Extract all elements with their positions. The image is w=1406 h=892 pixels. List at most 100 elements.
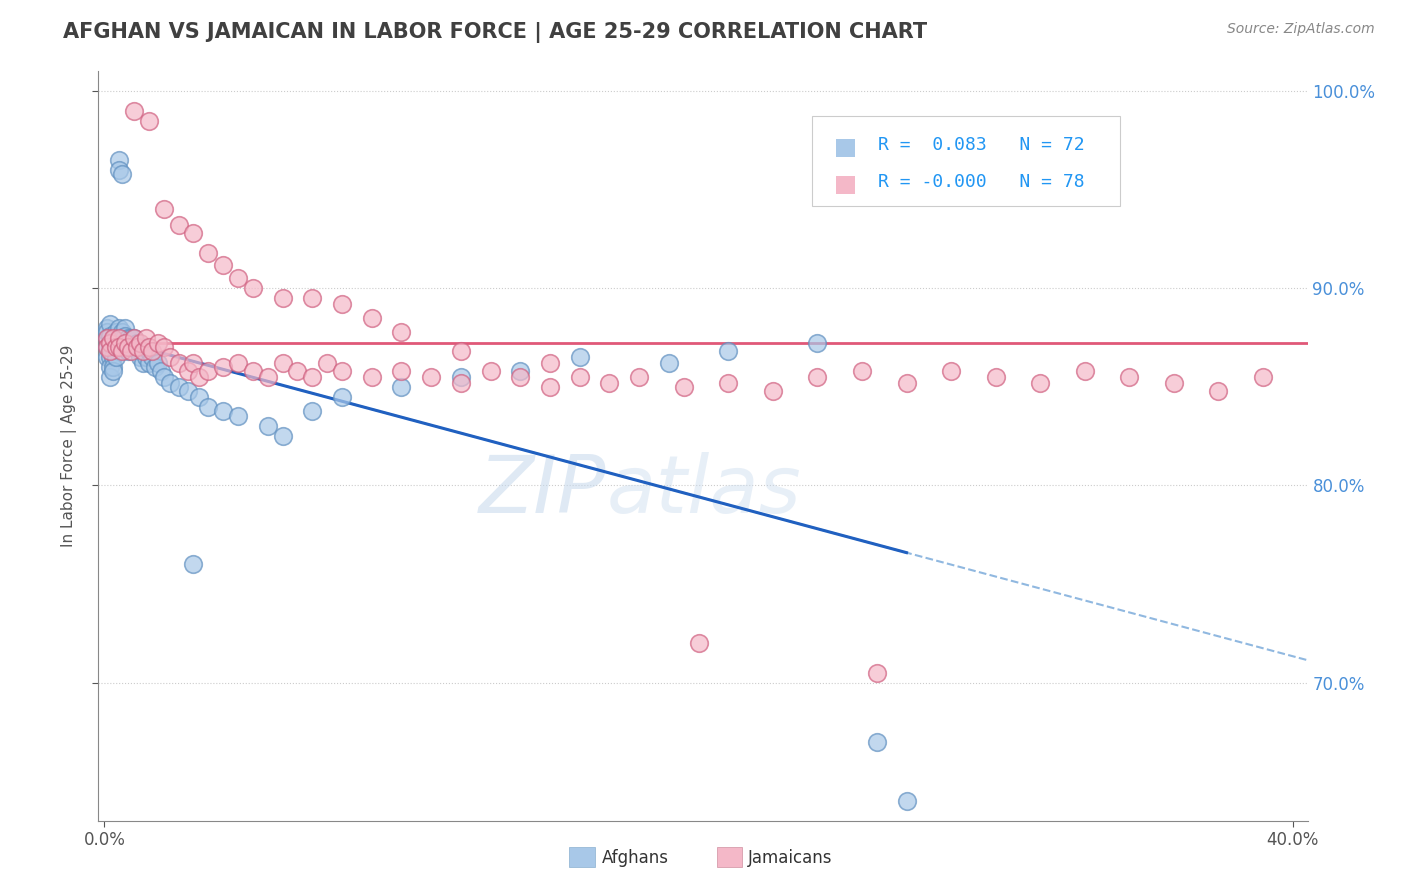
Point [152, 370, 174, 384]
Point [538, 356, 561, 370]
Point [188, 370, 211, 384]
Point [242, 281, 264, 295]
Point [762, 384, 785, 398]
Point [188, 390, 211, 404]
Point [896, 376, 918, 390]
Point [256, 370, 278, 384]
Point [98, 340, 121, 354]
Point [98, 370, 121, 384]
Point [146, 336, 169, 351]
Point [103, 330, 125, 344]
Point [330, 390, 353, 404]
Point [98, 360, 121, 375]
Point [271, 429, 294, 443]
Point [135, 330, 157, 344]
Point [152, 340, 174, 354]
Point [212, 360, 235, 375]
Point [984, 370, 1007, 384]
Point [658, 356, 681, 370]
Point [129, 336, 152, 351]
Point [568, 351, 591, 365]
Point [117, 340, 139, 354]
Point [479, 364, 502, 378]
Point [111, 167, 134, 181]
Point [717, 376, 740, 390]
Point [851, 364, 873, 378]
Point [108, 330, 131, 344]
Point [146, 356, 169, 370]
Text: R = -0.000   N = 78: R = -0.000 N = 78 [879, 173, 1085, 191]
Point [167, 356, 190, 370]
Point [197, 364, 219, 378]
Point [122, 103, 145, 118]
Point [103, 340, 125, 354]
Point [141, 344, 163, 359]
Point [105, 330, 128, 344]
Point [120, 340, 142, 354]
Point [132, 356, 155, 370]
Point [105, 351, 128, 365]
Point [197, 245, 219, 260]
Point [242, 364, 264, 378]
Point [108, 330, 131, 344]
Point [450, 344, 472, 359]
Text: AFGHAN VS JAMAICAN IN LABOR FORCE | AGE 25-29 CORRELATION CHART: AFGHAN VS JAMAICAN IN LABOR FORCE | AGE … [63, 22, 928, 44]
Point [159, 351, 181, 365]
Point [1208, 384, 1230, 398]
Point [122, 330, 145, 344]
Point [509, 364, 531, 378]
Point [96, 325, 118, 339]
Bar [837, 177, 855, 194]
Point [117, 344, 139, 359]
Point [866, 665, 889, 680]
Point [96, 340, 118, 354]
Point [1118, 370, 1140, 384]
Point [108, 340, 131, 354]
Point [1163, 376, 1185, 390]
Point [806, 336, 828, 351]
Point [111, 340, 134, 354]
Point [360, 310, 382, 325]
Point [598, 376, 620, 390]
Point [132, 344, 155, 359]
Point [103, 360, 125, 375]
Point [129, 344, 152, 359]
Bar [837, 139, 855, 157]
Point [212, 403, 235, 417]
Point [330, 364, 353, 378]
Point [129, 351, 152, 365]
Point [226, 356, 249, 370]
Point [226, 271, 249, 285]
Point [176, 384, 198, 398]
Point [105, 325, 128, 339]
Point [111, 325, 134, 339]
Point [939, 364, 962, 378]
Point [717, 344, 740, 359]
Point [108, 153, 131, 167]
Point [391, 364, 413, 378]
Point [143, 360, 166, 375]
Point [108, 320, 131, 334]
Point [98, 336, 121, 351]
Point [138, 344, 160, 359]
Point [896, 794, 918, 808]
Point [183, 356, 205, 370]
Point [111, 344, 134, 359]
Point [108, 340, 131, 354]
Point [183, 226, 205, 240]
Point [111, 330, 134, 344]
Point [141, 351, 163, 365]
Point [98, 351, 121, 365]
Point [1029, 376, 1052, 390]
Point [96, 330, 118, 344]
Point [114, 340, 136, 354]
Point [301, 291, 323, 305]
Point [122, 340, 145, 354]
Point [256, 419, 278, 434]
Point [96, 351, 118, 365]
Point [866, 735, 889, 749]
Point [132, 340, 155, 354]
Point [672, 380, 695, 394]
Point [105, 340, 128, 354]
Point [360, 370, 382, 384]
